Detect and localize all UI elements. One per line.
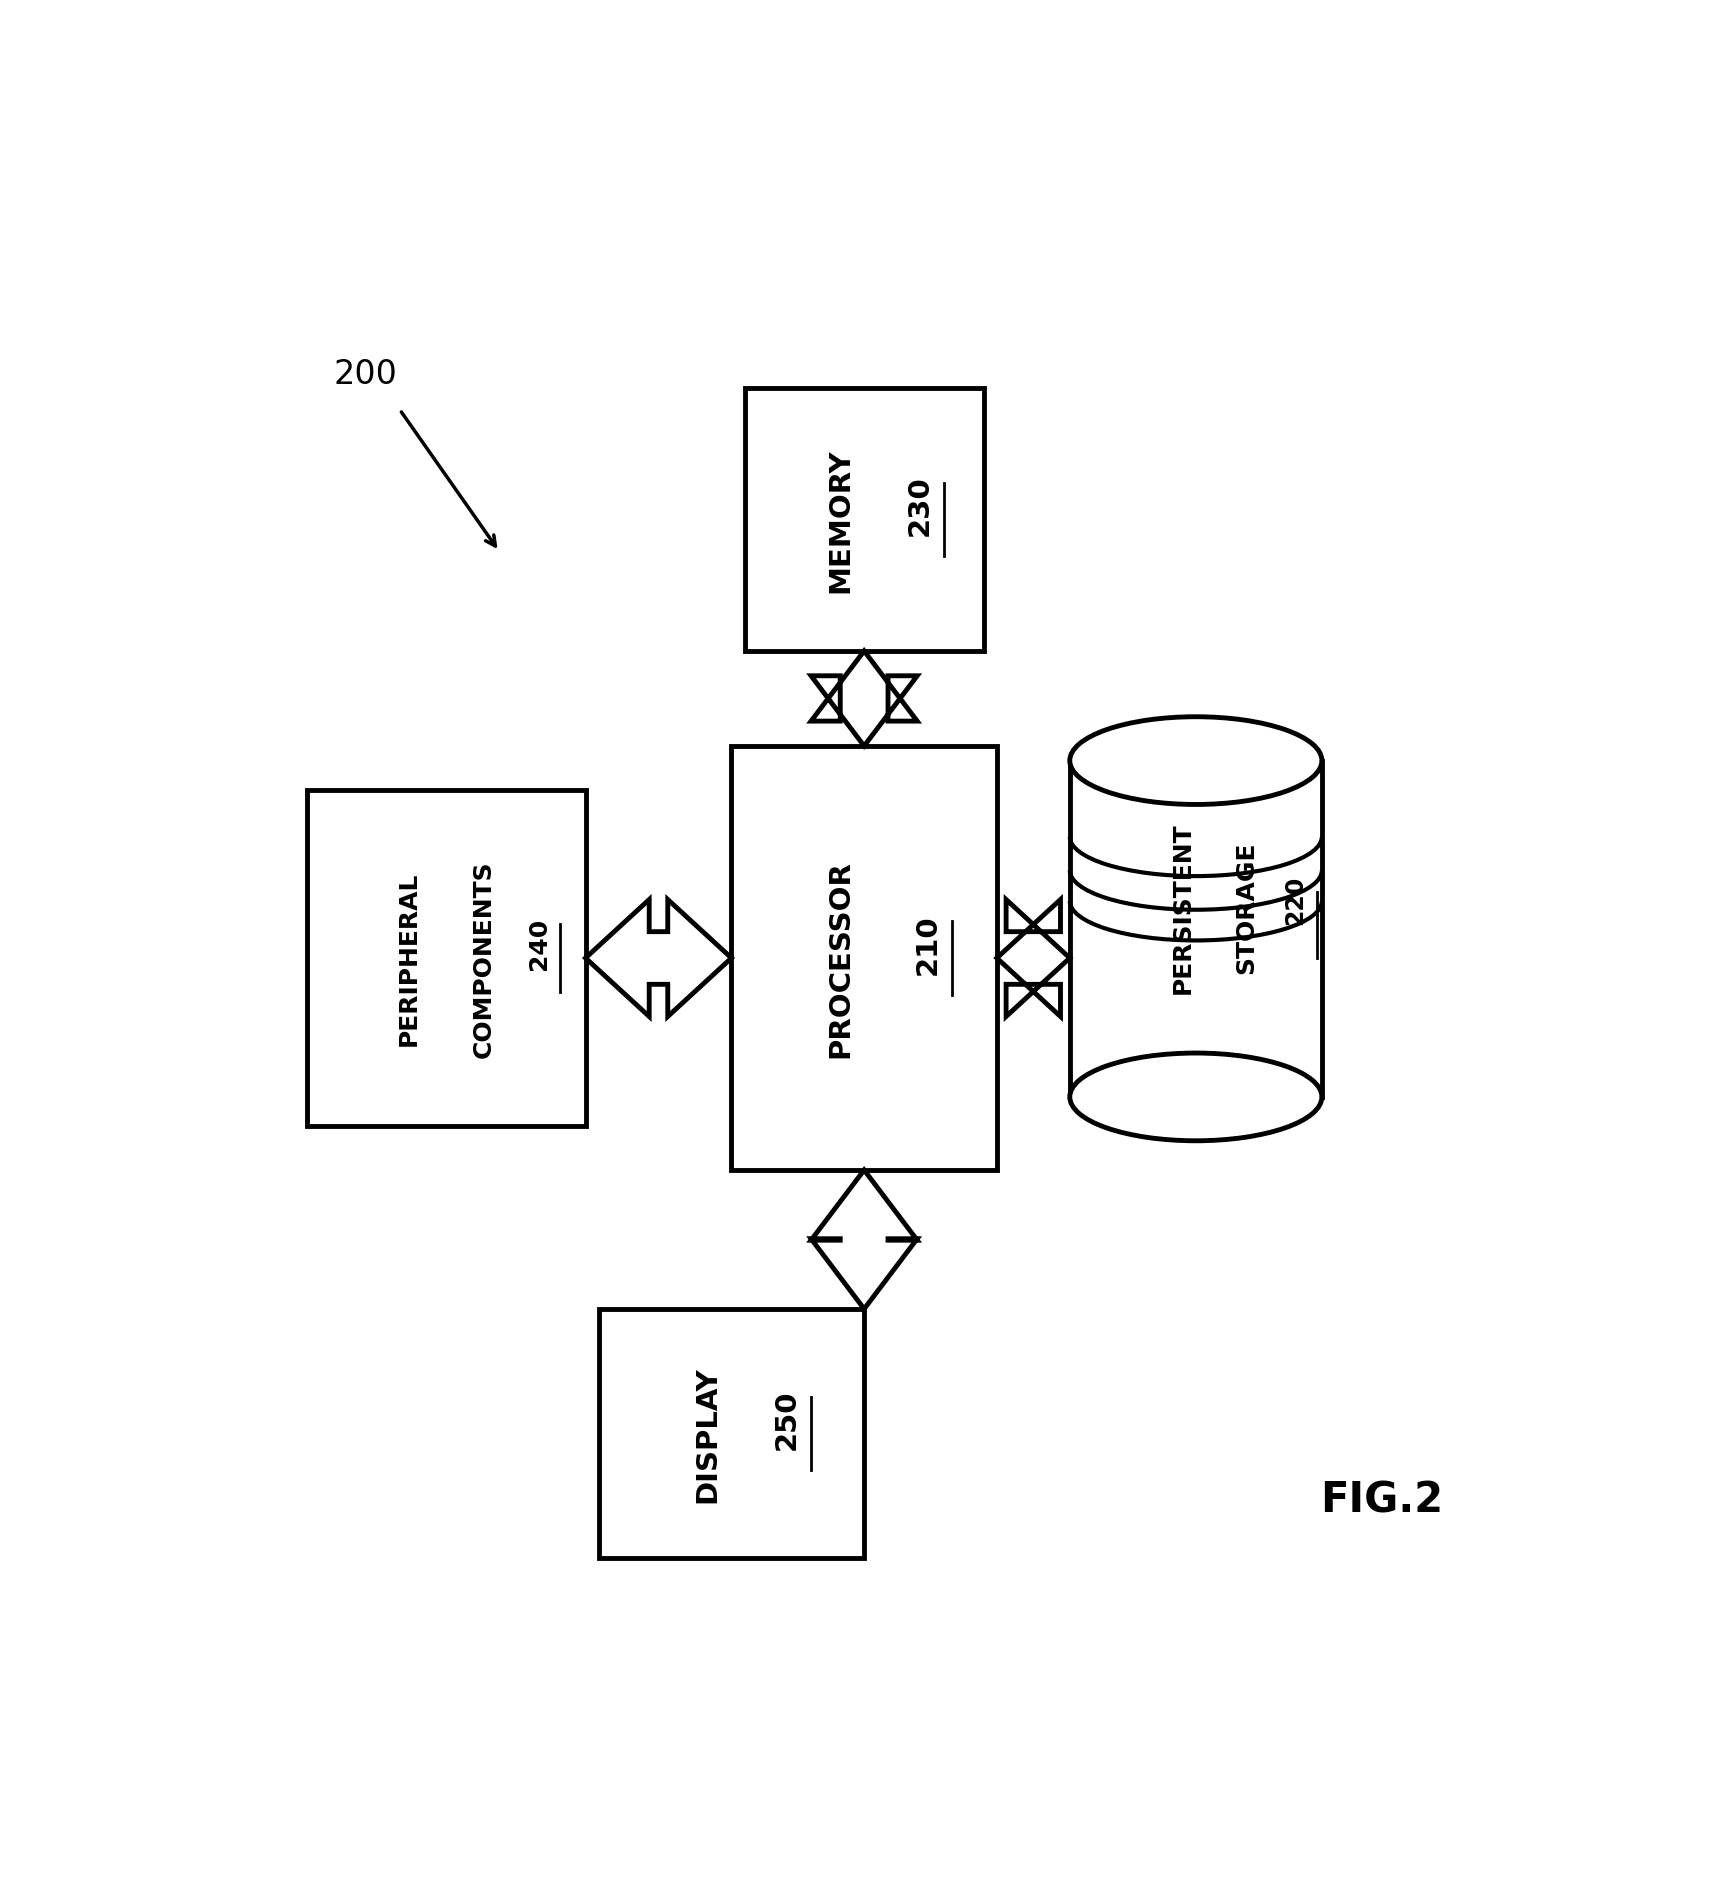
Polygon shape bbox=[811, 651, 918, 746]
Text: MEMORY: MEMORY bbox=[827, 448, 854, 592]
Text: DISPLAY: DISPLAY bbox=[693, 1365, 721, 1501]
Bar bbox=[599, 1310, 865, 1558]
Bar bbox=[731, 746, 996, 1171]
Polygon shape bbox=[811, 1171, 918, 1310]
Text: 240: 240 bbox=[527, 919, 551, 970]
Bar bbox=[745, 389, 983, 651]
Text: PERIPHERAL: PERIPHERAL bbox=[397, 871, 421, 1046]
Polygon shape bbox=[586, 900, 731, 1017]
Bar bbox=[306, 790, 586, 1127]
Text: 250: 250 bbox=[774, 1389, 801, 1448]
Ellipse shape bbox=[1070, 1053, 1322, 1141]
Polygon shape bbox=[996, 900, 1070, 1017]
Text: 230: 230 bbox=[906, 474, 933, 535]
Ellipse shape bbox=[1070, 717, 1322, 805]
Text: PERSISTENT: PERSISTENT bbox=[1171, 822, 1195, 993]
Text: FIG.2: FIG.2 bbox=[1320, 1479, 1443, 1520]
Text: 210: 210 bbox=[914, 913, 942, 974]
Text: 220: 220 bbox=[1284, 875, 1308, 924]
Text: STORAGE: STORAGE bbox=[1234, 841, 1258, 974]
Text: PROCESSOR: PROCESSOR bbox=[827, 860, 854, 1057]
Text: 200: 200 bbox=[334, 357, 397, 391]
Text: COMPONENTS: COMPONENTS bbox=[471, 860, 495, 1057]
